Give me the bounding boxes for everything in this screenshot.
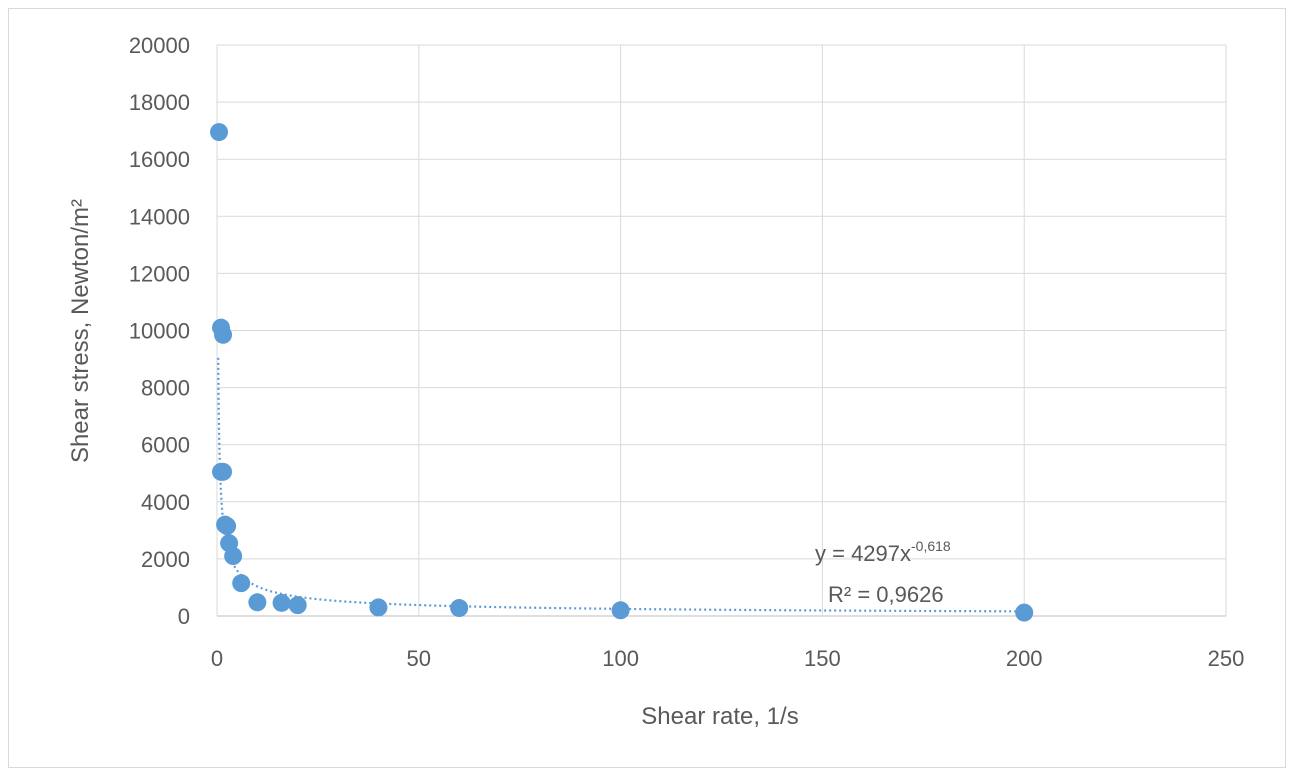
- data-point: [214, 325, 233, 344]
- tick-labels: 0200040006000800010000120001400016000180…: [129, 33, 1245, 671]
- y-tick-label: 20000: [129, 33, 190, 58]
- data-point: [218, 517, 237, 536]
- y-tick-label: 6000: [141, 433, 190, 458]
- y-tick-label: 12000: [129, 261, 190, 286]
- y-tick-label: 14000: [129, 204, 190, 229]
- power-trendline: [217, 357, 1025, 613]
- x-tick-label: 50: [407, 646, 431, 671]
- data-point: [214, 462, 233, 481]
- x-axis-title: Shear rate, 1/s: [641, 703, 798, 730]
- trendline: [217, 357, 1025, 613]
- data-points: [210, 123, 1034, 622]
- data-point: [272, 593, 291, 612]
- x-tick-label: 150: [804, 646, 841, 671]
- y-tick-label: 10000: [129, 319, 190, 344]
- data-point: [1015, 603, 1034, 622]
- y-tick-label: 4000: [141, 490, 190, 515]
- x-tick-label: 200: [1006, 646, 1043, 671]
- data-point: [248, 593, 267, 612]
- data-point: [369, 598, 388, 617]
- x-tick-label: 0: [211, 646, 223, 671]
- data-point: [288, 596, 307, 615]
- y-tick-label: 18000: [129, 90, 190, 115]
- data-point: [232, 574, 251, 593]
- y-axis-title: Shear stress, Newton/m²: [67, 199, 94, 463]
- y-tick-label: 8000: [141, 376, 190, 401]
- y-tick-label: 0: [178, 604, 190, 629]
- gridlines: [216, 44, 1227, 617]
- data-point: [611, 601, 630, 620]
- data-point: [210, 123, 229, 142]
- x-tick-label: 250: [1208, 646, 1245, 671]
- trendline-r-squared: R² = 0,9626: [828, 582, 944, 607]
- y-tick-label: 16000: [129, 147, 190, 172]
- trendline-equation: y = 4297x-0,618: [815, 538, 951, 566]
- data-point: [224, 547, 243, 566]
- data-point: [450, 599, 469, 618]
- x-tick-label: 100: [602, 646, 639, 671]
- y-tick-label: 2000: [141, 547, 190, 572]
